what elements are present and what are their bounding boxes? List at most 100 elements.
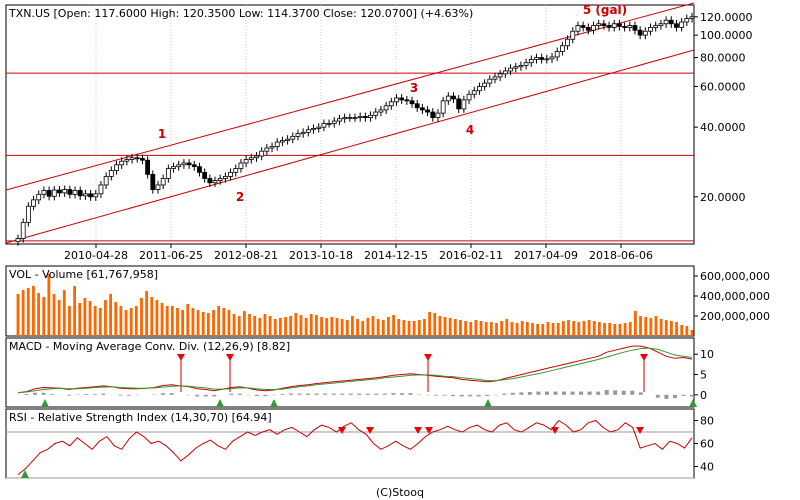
volume-bar [140, 298, 143, 336]
macd-histogram-bar [442, 394, 447, 396]
macd-histogram-bar [314, 393, 319, 395]
macd-histogram-bar [340, 393, 345, 395]
candle-body [404, 99, 410, 102]
volume-bar [680, 325, 684, 336]
volume-bar [78, 303, 82, 336]
macd-histogram-bar [434, 394, 439, 396]
volume-bar [556, 323, 560, 336]
volume-bar [21, 290, 25, 336]
candle-body [445, 95, 451, 102]
candle-body [378, 109, 384, 113]
candle-body [585, 27, 591, 31]
candle-body [591, 25, 596, 31]
volume-bar [155, 300, 159, 336]
candle-body [637, 29, 643, 36]
candle-body [160, 178, 166, 186]
price-ytick-label: 120.0000 [700, 11, 753, 24]
volume-ytick-label: 400,000,000 [700, 290, 770, 303]
candle-body [373, 111, 379, 116]
macd-histogram-bar [408, 393, 413, 395]
candle-body [399, 97, 405, 101]
volume-bar [196, 310, 200, 336]
macd-histogram-bar [527, 391, 532, 395]
macd-histogram-bar [84, 394, 89, 395]
volume-bar [546, 322, 550, 336]
volume-bar [160, 303, 164, 336]
macd-ytick-label: 0 [700, 389, 707, 402]
channel-lower [5, 49, 695, 244]
price-ytick-label: 20.0000 [700, 191, 746, 204]
candle-body [46, 190, 52, 197]
macd-buy-marker [41, 399, 49, 407]
candle-body [394, 97, 399, 103]
macd-histogram-bar [570, 391, 575, 395]
macd-histogram-bar [536, 391, 541, 395]
rsi-sell-marker [636, 427, 644, 434]
macd-histogram-bar [391, 393, 396, 395]
volume-bar [309, 314, 313, 336]
volume-bar [351, 316, 354, 336]
macd-histogram-bar [519, 392, 524, 395]
macd-sell-marker [424, 354, 432, 361]
volume-bar [201, 312, 205, 336]
volume-bar [217, 306, 221, 336]
macd-histogram-bar [638, 392, 643, 395]
volume-bar [289, 316, 293, 336]
volume-bar [500, 321, 504, 336]
macd-histogram-bar [579, 391, 584, 395]
candle-body [176, 164, 182, 168]
candle-body [627, 25, 633, 28]
candle-body [679, 21, 685, 28]
candle-body [482, 82, 488, 87]
candle-body [642, 30, 648, 36]
volume-bar [417, 320, 421, 336]
volume-bar [397, 319, 401, 336]
volume-bar [222, 308, 226, 336]
volume-bar [145, 291, 149, 336]
candle-body [280, 140, 285, 143]
candle-body [290, 135, 296, 140]
candle-body [518, 64, 524, 68]
volume-bar [603, 323, 606, 336]
macd-title: MACD - Moving Average Conv. Div. (12,26,… [9, 340, 290, 353]
macd-sell-marker [177, 354, 185, 361]
volume-bar [634, 311, 637, 336]
wave-label: 2 [236, 190, 244, 204]
volume-bar [278, 318, 282, 336]
macd-histogram-bar [203, 394, 208, 397]
volume-bar [129, 308, 133, 336]
volume-bar [294, 313, 298, 336]
macd-histogram-bar [382, 393, 387, 395]
macd-buy-marker [689, 399, 697, 407]
macd-histogram-bar [562, 391, 567, 395]
volume-bar [453, 319, 457, 336]
volume-bar [392, 315, 395, 336]
candle-body [72, 190, 78, 195]
volume-bar [649, 318, 653, 336]
volume-bar [412, 321, 416, 336]
candle-body [316, 126, 322, 129]
volume-bar [258, 318, 262, 336]
candle-body [181, 162, 187, 166]
volume-bar [212, 310, 215, 336]
wave-label: 3 [410, 81, 418, 95]
candle-body [254, 155, 259, 159]
volume-bar [284, 317, 287, 336]
macd-buy-marker [270, 399, 278, 407]
macd-histogram-bar [544, 391, 549, 395]
volume-bar [366, 318, 370, 336]
volume-bar [623, 323, 627, 336]
price-ytick-label: 40.0000 [700, 121, 746, 134]
candle-body [570, 30, 576, 40]
volume-bar [325, 318, 329, 336]
volume-bar [541, 324, 545, 336]
macd-histogram-bar [374, 393, 379, 395]
candle-body [544, 58, 550, 61]
volume-bar [206, 313, 210, 336]
volume-bar [438, 316, 442, 336]
volume-bar [26, 288, 30, 336]
macd-histogram-bar [604, 389, 609, 395]
candle-body [388, 101, 394, 107]
candle-body [456, 98, 462, 110]
